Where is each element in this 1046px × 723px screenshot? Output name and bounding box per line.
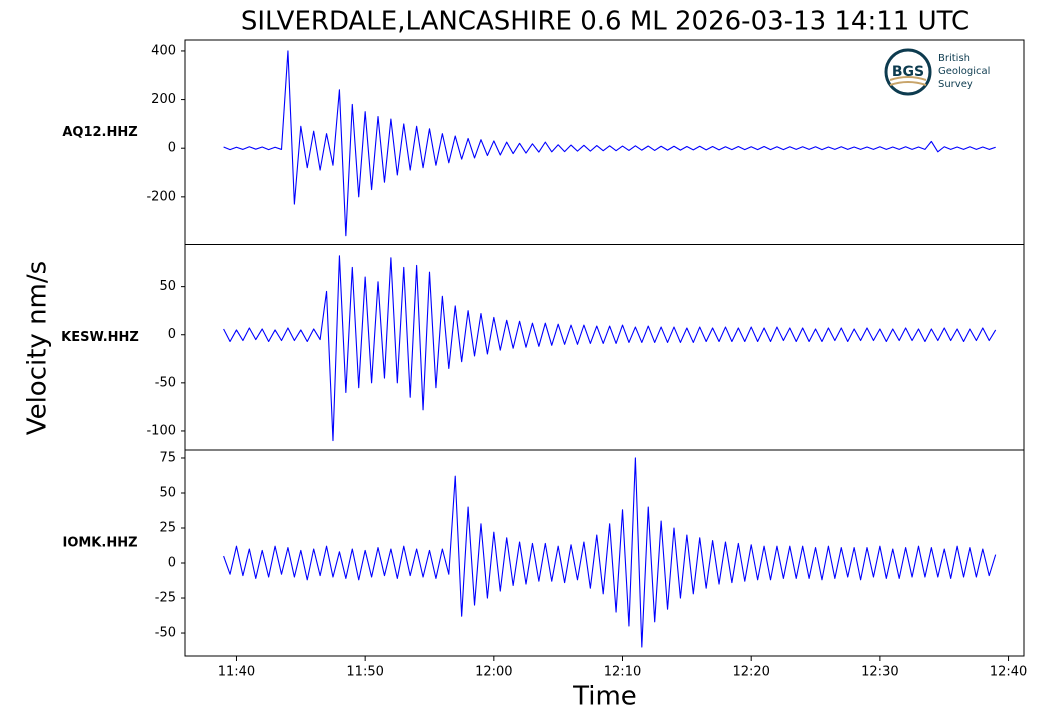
x-tick-label: 12:10 [604,665,641,680]
x-tick-label: 12:20 [732,665,769,680]
panel-frame [184,244,1025,451]
chart-title: SILVERDALE,LANCASHIRE 0.6 ML 2026-03-13 … [241,7,969,37]
logo-text: Survey [938,79,973,90]
panel-label: AQ12.HHZ [62,125,137,140]
y-tick-label: -50 [155,626,176,641]
y-tick-label: 0 [168,327,176,342]
logo-text: Geological [938,66,990,77]
y-tick-label: -50 [155,375,176,390]
logo: BGS British Geological Survey [884,48,990,96]
trace [223,255,997,442]
logo-waves [889,76,927,86]
panel-frame [184,449,1025,657]
y-tick-label: -100 [146,423,176,438]
y-tick-label: 200 [151,92,176,107]
x-tick-label: 12:40 [990,665,1027,680]
x-tick-label: 12:00 [475,665,512,680]
trace [223,457,997,648]
panel-label: IOMK.HHZ [62,536,137,551]
y-tick-label: -200 [146,189,176,204]
y-axis-label: Velocity nm/s [23,261,53,435]
y-tick-label: 50 [159,279,176,294]
trace [223,50,996,237]
y-tick-label: 50 [159,485,176,500]
y-tick-label: 0 [168,556,176,571]
panel-label: KESW.HHZ [61,330,139,345]
y-tick-label: 0 [168,141,176,156]
x-tick-label: 11:50 [346,665,383,680]
y-tick-label: 75 [159,450,176,465]
logo-mark: BGS [892,64,924,80]
x-axis-label: Time [572,682,637,712]
y-tick-label: 400 [151,43,176,58]
x-tick-label: 12:30 [861,665,898,680]
y-tick-label: 25 [159,521,176,536]
logo-text: British [938,53,970,64]
x-tick-label: 11:40 [218,665,255,680]
y-tick-label: -25 [155,591,176,606]
